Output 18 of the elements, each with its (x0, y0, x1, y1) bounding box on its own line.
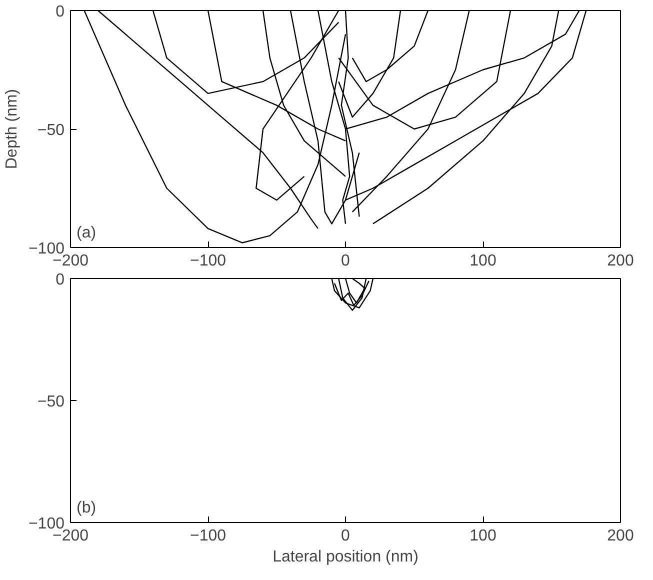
x-tick-label: 0 (341, 528, 350, 544)
x-tick-label: −100 (190, 252, 226, 270)
x-tick-label: −100 (190, 528, 226, 544)
x-tick-label: 200 (607, 528, 634, 544)
y-axis-title: Depth (nm) (3, 88, 20, 170)
y-tick-label: 0 (56, 4, 65, 20)
x-tick-label: 0 (341, 252, 350, 270)
annotation: (a) (76, 224, 96, 242)
annotation: (b) (76, 500, 96, 516)
x-axis-title: Lateral position (nm) (272, 548, 418, 566)
y-tick-label: −50 (37, 122, 65, 139)
y-tick-label: 0 (56, 272, 65, 288)
x-tick-label: 100 (470, 528, 496, 544)
x-tick-label: −200 (52, 252, 89, 270)
x-tick-label: −200 (52, 528, 89, 544)
y-tick-label: −50 (37, 394, 65, 410)
x-tick-label: 200 (607, 252, 634, 270)
x-tick-label: 100 (470, 252, 496, 270)
